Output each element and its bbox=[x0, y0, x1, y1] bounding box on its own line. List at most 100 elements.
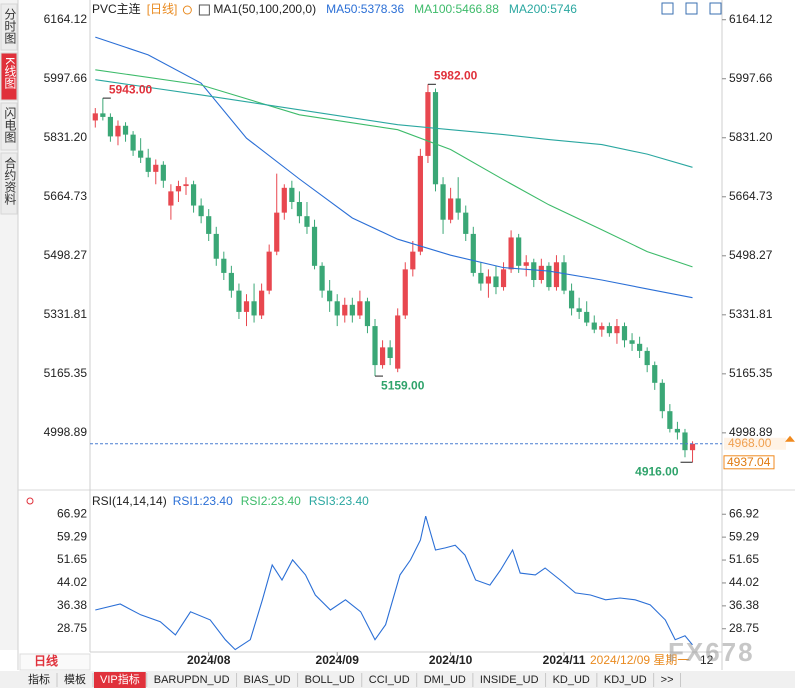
settings-icon[interactable] bbox=[182, 5, 192, 15]
y-tick-label: 5664.73 bbox=[729, 189, 773, 203]
y-tick-label: 6164.12 bbox=[729, 12, 773, 26]
toolbar-item[interactable]: 模板 bbox=[64, 672, 86, 686]
y-tick-label: 5165.35 bbox=[729, 366, 773, 380]
candle-body bbox=[478, 272, 484, 284]
indicator-icon[interactable] bbox=[198, 4, 210, 16]
y-tick-label: 5331.81 bbox=[729, 307, 773, 321]
indicator-label: MA1(50,100,200,0) bbox=[213, 2, 316, 16]
candle-body bbox=[364, 301, 371, 327]
candle-body bbox=[92, 113, 98, 121]
icon[interactable] bbox=[685, 2, 698, 15]
candle-body bbox=[251, 301, 257, 316]
y-tick-label: 5831.20 bbox=[729, 130, 773, 144]
watermark: FX678 bbox=[668, 637, 755, 667]
candle-body bbox=[621, 326, 628, 341]
toolbar-active-bg[interactable] bbox=[94, 672, 146, 688]
candle-body bbox=[667, 411, 673, 429]
annotation-label: 5159.00 bbox=[381, 378, 425, 392]
candle-body bbox=[463, 212, 469, 234]
y-tick-label: 51.65 bbox=[57, 552, 87, 566]
sidebar-tab-bg[interactable] bbox=[0, 152, 18, 215]
candle-body bbox=[289, 187, 295, 202]
x-tick-label: 2024/09 bbox=[316, 653, 360, 667]
candle-body bbox=[485, 276, 492, 284]
candle-body bbox=[100, 113, 106, 117]
settle-label: 4937.04 bbox=[727, 455, 771, 469]
candle-body bbox=[228, 272, 234, 291]
candle-body bbox=[236, 290, 242, 312]
y-tick-label: 59.29 bbox=[729, 529, 759, 543]
candle-body bbox=[122, 125, 129, 135]
candle-body bbox=[274, 212, 280, 252]
toolbar-item[interactable]: BARUPDN_UD bbox=[154, 674, 230, 686]
y-tick-label: 66.92 bbox=[57, 506, 87, 520]
bottom-tab[interactable]: 日线 bbox=[34, 653, 58, 668]
candle-body bbox=[591, 322, 597, 330]
candle-body bbox=[652, 365, 658, 383]
settle-box bbox=[723, 455, 775, 470]
toolbar-item[interactable]: BOLL_UD bbox=[305, 674, 355, 686]
candle-body bbox=[259, 290, 265, 316]
legend-entry: MA50:5378.36 bbox=[326, 2, 404, 16]
candle-body bbox=[130, 134, 136, 151]
candle-body bbox=[553, 262, 560, 288]
sidebar-tab-bg[interactable] bbox=[0, 52, 18, 101]
candle-body bbox=[387, 347, 393, 358]
toolbar-item[interactable]: INSIDE_UD bbox=[480, 674, 539, 686]
y-tick-label: 5997.66 bbox=[729, 71, 773, 85]
sidebar-tab[interactable]: 闪电图 bbox=[3, 107, 17, 143]
sidebar-tab[interactable]: K线图 bbox=[3, 57, 17, 89]
candle-body bbox=[342, 304, 348, 316]
candle-body bbox=[440, 184, 446, 220]
y-tick-label: 5498.27 bbox=[729, 248, 773, 262]
candle-body bbox=[455, 198, 461, 213]
candle-body bbox=[266, 251, 272, 291]
annotation-label: 5982.00 bbox=[434, 68, 478, 82]
last-price-box bbox=[724, 437, 786, 450]
candle-body bbox=[213, 233, 219, 259]
toolbar-item[interactable]: 指标 bbox=[28, 672, 50, 686]
legend-entry: RSI3:23.40 bbox=[309, 494, 369, 508]
candle-body bbox=[470, 233, 476, 273]
candle-body bbox=[561, 262, 567, 291]
candle-body bbox=[334, 301, 340, 316]
candle-body bbox=[531, 262, 537, 280]
x-tick-label: 2024/08 bbox=[187, 653, 231, 667]
candle-body bbox=[138, 150, 144, 158]
toolbar-item[interactable]: KD_UD bbox=[553, 674, 590, 686]
panel-icon[interactable] bbox=[26, 497, 34, 505]
candle-body bbox=[243, 301, 250, 312]
y-tick-label: 66.92 bbox=[729, 506, 759, 520]
toolbar-item[interactable]: BIAS_UD bbox=[244, 674, 291, 686]
candle-body bbox=[516, 237, 522, 266]
x-tick-label: 2024/11 bbox=[543, 653, 586, 667]
y-tick-label: 44.02 bbox=[57, 575, 87, 589]
candle-body bbox=[206, 216, 212, 234]
y-tick-label: 4998.89 bbox=[729, 425, 773, 439]
sidebar-tab-bg[interactable] bbox=[0, 102, 18, 151]
y-tick-label: 6164.12 bbox=[44, 12, 88, 26]
candle-body bbox=[281, 187, 287, 213]
icon[interactable] bbox=[661, 2, 674, 15]
icon[interactable] bbox=[709, 2, 722, 15]
sidebar-tab-bg[interactable] bbox=[0, 3, 18, 51]
y-tick-label: 28.75 bbox=[57, 621, 87, 635]
toolbar-item[interactable]: >> bbox=[661, 674, 674, 686]
sidebar-tab[interactable]: 合约资料 bbox=[3, 156, 17, 205]
candle-body bbox=[599, 326, 605, 330]
y-tick-label: 5997.66 bbox=[44, 71, 88, 85]
toolbar-item[interactable]: DMI_UD bbox=[424, 674, 466, 686]
candle-body bbox=[145, 157, 151, 172]
cursor-date: 2024/12/09 星期一 bbox=[590, 653, 689, 667]
toolbar-bg bbox=[0, 671, 795, 688]
legend-entry: MA200:5746 bbox=[509, 2, 577, 16]
candle-body bbox=[546, 265, 552, 288]
toolbar-item[interactable]: VIP指标 bbox=[100, 672, 140, 686]
toolbar-item[interactable]: CCI_UD bbox=[369, 674, 410, 686]
sidebar-tab[interactable]: 分时图 bbox=[3, 8, 17, 44]
toolbar-item[interactable]: KDJ_UD bbox=[604, 674, 647, 686]
candle-body bbox=[175, 186, 182, 192]
bottom-tab-box[interactable] bbox=[19, 653, 91, 671]
candle-body bbox=[115, 125, 121, 137]
